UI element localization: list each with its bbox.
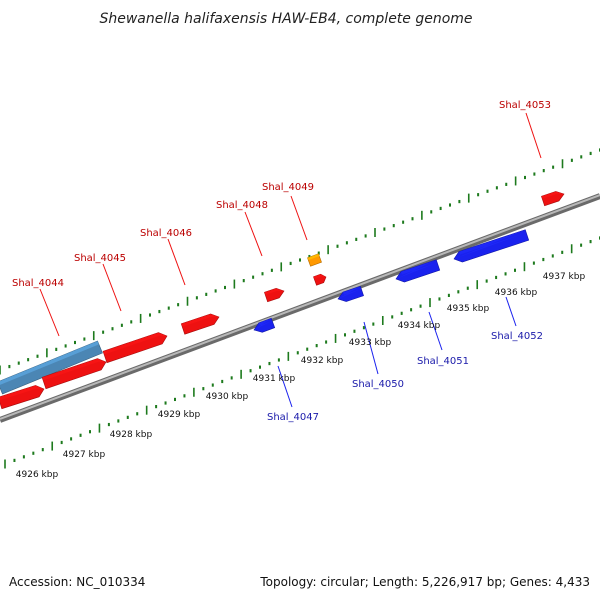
gene-arrow-shal-4044[interactable] bbox=[0, 383, 46, 410]
accession-text: Accession: NC_010334 bbox=[9, 575, 145, 589]
tick-label-4935: 4935 kbp bbox=[447, 304, 490, 314]
gene-arrow-shal-4053[interactable] bbox=[541, 189, 565, 207]
outer-tick-ring bbox=[0, 148, 600, 375]
gene-box-orange[interactable] bbox=[307, 253, 322, 267]
gene-label-shal-4044[interactable]: Shal_4044 bbox=[12, 278, 64, 337]
tick-label-4928: 4928 kbp bbox=[110, 430, 153, 440]
gene-label-text: Shal_4045 bbox=[74, 253, 126, 264]
gene-arrow-shal-4051[interactable] bbox=[394, 259, 441, 284]
gene-arrow-shal-4046[interactable] bbox=[180, 312, 220, 335]
gene-feature-steelblue[interactable] bbox=[0, 340, 103, 395]
gene-arrow-shal-4050[interactable] bbox=[336, 285, 364, 303]
tick-label-4930: 4930 kbp bbox=[206, 392, 249, 402]
genome-backbone bbox=[0, 193, 600, 423]
tick-label-4936: 4936 kbp bbox=[495, 288, 538, 298]
gene-arrow-shal-4048[interactable] bbox=[264, 286, 285, 303]
gene-label-text: Shal_4050 bbox=[352, 379, 404, 390]
inner-tick-ring bbox=[4, 236, 600, 469]
tick-label-4933: 4933 kbp bbox=[349, 338, 392, 348]
gene-label-shal-4053[interactable]: Shal_4053 bbox=[499, 100, 551, 159]
gene-label-text: Shal_4049 bbox=[262, 182, 314, 193]
gene-label-shal-4049[interactable]: Shal_4049 bbox=[262, 182, 314, 241]
gene-label-text: Shal_4046 bbox=[140, 228, 192, 239]
tick-label-4937: 4937 kbp bbox=[543, 272, 586, 282]
tick-label-4927: 4927 kbp bbox=[63, 450, 106, 460]
gene-label-shal-4045[interactable]: Shal_4045 bbox=[74, 253, 126, 312]
gene-arrow-shal-4049[interactable] bbox=[313, 273, 327, 286]
gene-arrow-shal-4045[interactable] bbox=[41, 356, 108, 390]
gene-arrow-shal-4047[interactable] bbox=[252, 317, 276, 334]
gene-label-shal-4050[interactable]: Shal_4050 bbox=[352, 321, 404, 390]
gene-label-text: Shal_4047 bbox=[267, 412, 319, 423]
tick-label-4931: 4931 kbp bbox=[253, 374, 296, 384]
gene-features bbox=[0, 189, 565, 410]
gene-label-text: Shal_4053 bbox=[499, 100, 551, 111]
gene-label-shal-4047[interactable]: Shal_4047 bbox=[267, 365, 319, 423]
tick-label-4926: 4926 kbp bbox=[16, 470, 59, 480]
gene-arrow-shal-4045b[interactable] bbox=[102, 330, 169, 364]
gene-label-text: Shal_4051 bbox=[417, 356, 469, 367]
tick-label-4929: 4929 kbp bbox=[158, 410, 201, 420]
kbp-tick-labels: 4926 kbp 4927 kbp 4928 kbp 4929 kbp 4930… bbox=[16, 272, 586, 480]
gene-label-text: Shal_4048 bbox=[216, 200, 268, 211]
gene-labels: Shal_4044 Shal_4045 Shal_4046 Shal_4047 … bbox=[12, 100, 551, 423]
gene-label-shal-4051[interactable]: Shal_4051 bbox=[417, 311, 469, 367]
gene-label-text: Shal_4052 bbox=[491, 331, 543, 342]
topology-summary: Topology: circular; Length: 5,226,917 bp… bbox=[259, 575, 590, 589]
gene-label-shal-4046[interactable]: Shal_4046 bbox=[140, 228, 192, 286]
gene-label-text: Shal_4044 bbox=[12, 278, 64, 289]
map-title: Shewanella halifaxensis HAW-EB4, complet… bbox=[99, 11, 472, 27]
tick-label-4934: 4934 kbp bbox=[398, 321, 441, 331]
gene-label-shal-4048[interactable]: Shal_4048 bbox=[216, 200, 268, 257]
gene-label-shal-4052[interactable]: Shal_4052 bbox=[491, 296, 543, 342]
tick-label-4932: 4932 kbp bbox=[301, 356, 344, 366]
gene-arrow-shal-4052[interactable] bbox=[452, 229, 530, 264]
